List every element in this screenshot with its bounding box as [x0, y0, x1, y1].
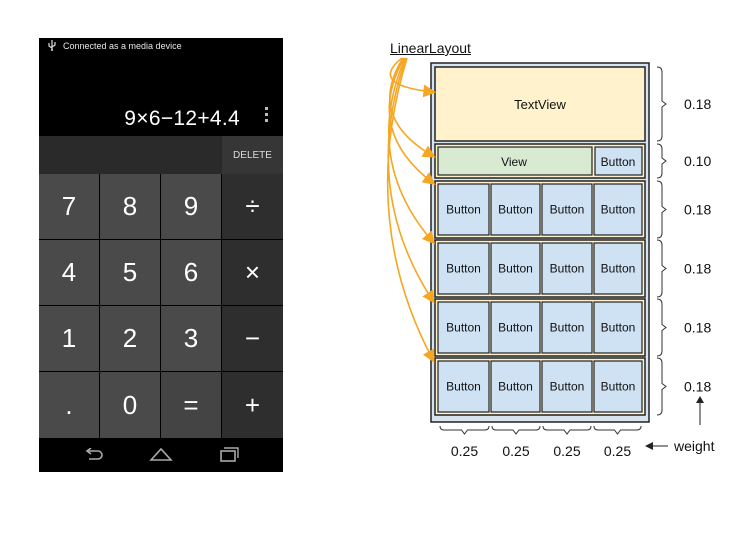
textview-box — [434, 66, 646, 142]
linearlayout-arrow-5 — [387, 57, 435, 304]
row-brace-5 — [656, 298, 667, 357]
key-4[interactable]: 4 — [39, 240, 99, 305]
row-weight-label-2: 0.10 — [684, 153, 711, 169]
grid-button-label: Button — [498, 321, 533, 335]
row-weight-label-4: 0.18 — [684, 261, 711, 277]
key-divide[interactable]: ÷ — [222, 174, 283, 239]
delete-button[interactable]: DELETE — [222, 136, 283, 174]
grid-button-1-1 — [437, 183, 490, 236]
key-1[interactable]: 1 — [39, 306, 99, 371]
row-brace-4 — [656, 239, 667, 298]
row-2-button-label: Button — [601, 155, 636, 169]
grid-button-label: Button — [550, 321, 585, 335]
weight-arrow-up-head — [696, 396, 704, 403]
status-text: Connected as a media device — [63, 41, 182, 51]
keypad: 7 8 9 ÷ 4 5 6 × 1 2 3 − . 0 = + — [39, 174, 283, 438]
view-box — [437, 146, 593, 176]
view-label: View — [501, 155, 527, 169]
row-weight-label-1: 0.18 — [684, 96, 711, 112]
key-equals[interactable]: = — [161, 372, 221, 438]
row-weight-label-5: 0.18 — [684, 320, 711, 336]
grid-button-3-2 — [490, 301, 541, 354]
calculator-phone: Connected as a media device 9×6−12+4.4 D… — [39, 38, 283, 472]
navigation-bar — [39, 438, 283, 472]
key-decimal[interactable]: . — [39, 372, 99, 438]
column-brace-1 — [439, 425, 490, 435]
linearlayout-arrow-6 — [386, 57, 435, 363]
grid-button-4-3 — [541, 360, 593, 413]
grid-button-4-1 — [437, 360, 490, 413]
row-brace-1 — [656, 66, 667, 142]
grid-button-label: Button — [550, 262, 585, 276]
expression-text: 9×6−12+4.4 — [124, 107, 240, 130]
grid-button-2-2 — [490, 242, 541, 295]
grid-button-label: Button — [498, 203, 533, 217]
grid-button-3-3 — [541, 301, 593, 354]
key-3[interactable]: 3 — [161, 306, 221, 371]
back-icon[interactable] — [83, 448, 105, 462]
key-6[interactable]: 6 — [161, 240, 221, 305]
grid-button-label: Button — [601, 262, 636, 276]
key-0[interactable]: 0 — [100, 372, 160, 438]
row-brace-2 — [656, 143, 667, 179]
home-icon[interactable] — [149, 447, 173, 461]
key-plus[interactable]: + — [222, 372, 283, 438]
recents-icon[interactable] — [217, 447, 239, 463]
column-weight-label-1: 0.25 — [451, 443, 478, 459]
row-weight-label-6: 0.18 — [684, 379, 711, 395]
column-weight-label-3: 0.25 — [553, 443, 580, 459]
grid-button-4-4 — [593, 360, 643, 413]
weight-arrow-left-head — [645, 442, 653, 450]
grid-button-label: Button — [601, 203, 636, 217]
grid-button-1-2 — [490, 183, 541, 236]
row-2-button — [594, 146, 643, 176]
usb-icon — [47, 40, 57, 53]
grid-button-4-2 — [490, 360, 541, 413]
grid-button-label: Button — [446, 380, 481, 394]
grid-button-1-4 — [593, 183, 643, 236]
row-brace-6 — [656, 357, 667, 416]
column-brace-4 — [593, 425, 642, 435]
grid-button-label: Button — [446, 262, 481, 276]
key-8[interactable]: 8 — [100, 174, 160, 239]
key-9[interactable]: 9 — [161, 174, 221, 239]
grid-button-label: Button — [550, 380, 585, 394]
grid-button-3-4 — [593, 301, 643, 354]
key-minus[interactable]: − — [222, 306, 283, 371]
grid-button-2-4 — [593, 242, 643, 295]
grid-button-2-3 — [541, 242, 593, 295]
key-7[interactable]: 7 — [39, 174, 99, 239]
column-brace-3 — [542, 425, 592, 435]
column-brace-2 — [491, 425, 541, 435]
status-bar: Connected as a media device — [39, 38, 283, 55]
textview-label: TextView — [514, 97, 566, 112]
grid-button-label: Button — [446, 203, 481, 217]
grid-button-3-1 — [437, 301, 490, 354]
row-weight-label-3: 0.18 — [684, 202, 711, 218]
key-5[interactable]: 5 — [100, 240, 160, 305]
diagram-title: LinearLayout — [390, 40, 471, 56]
grid-button-2-1 — [437, 242, 490, 295]
grid-button-label: Button — [498, 262, 533, 276]
key-multiply[interactable]: × — [222, 240, 283, 305]
grid-button-label: Button — [601, 321, 636, 335]
grid-button-label: Button — [446, 321, 481, 335]
key-2[interactable]: 2 — [100, 306, 160, 371]
grid-button-label: Button — [550, 203, 585, 217]
column-weight-label-2: 0.25 — [502, 443, 529, 459]
row-brace-3 — [656, 180, 667, 239]
grid-button-label: Button — [601, 380, 636, 394]
overflow-menu-icon[interactable] — [265, 107, 269, 123]
column-weight-label-4: 0.25 — [604, 443, 631, 459]
linearlayout-arrow-4 — [388, 57, 436, 245]
grid-button-label: Button — [498, 380, 533, 394]
weight-label: weight — [673, 438, 715, 454]
grid-button-1-3 — [541, 183, 593, 236]
